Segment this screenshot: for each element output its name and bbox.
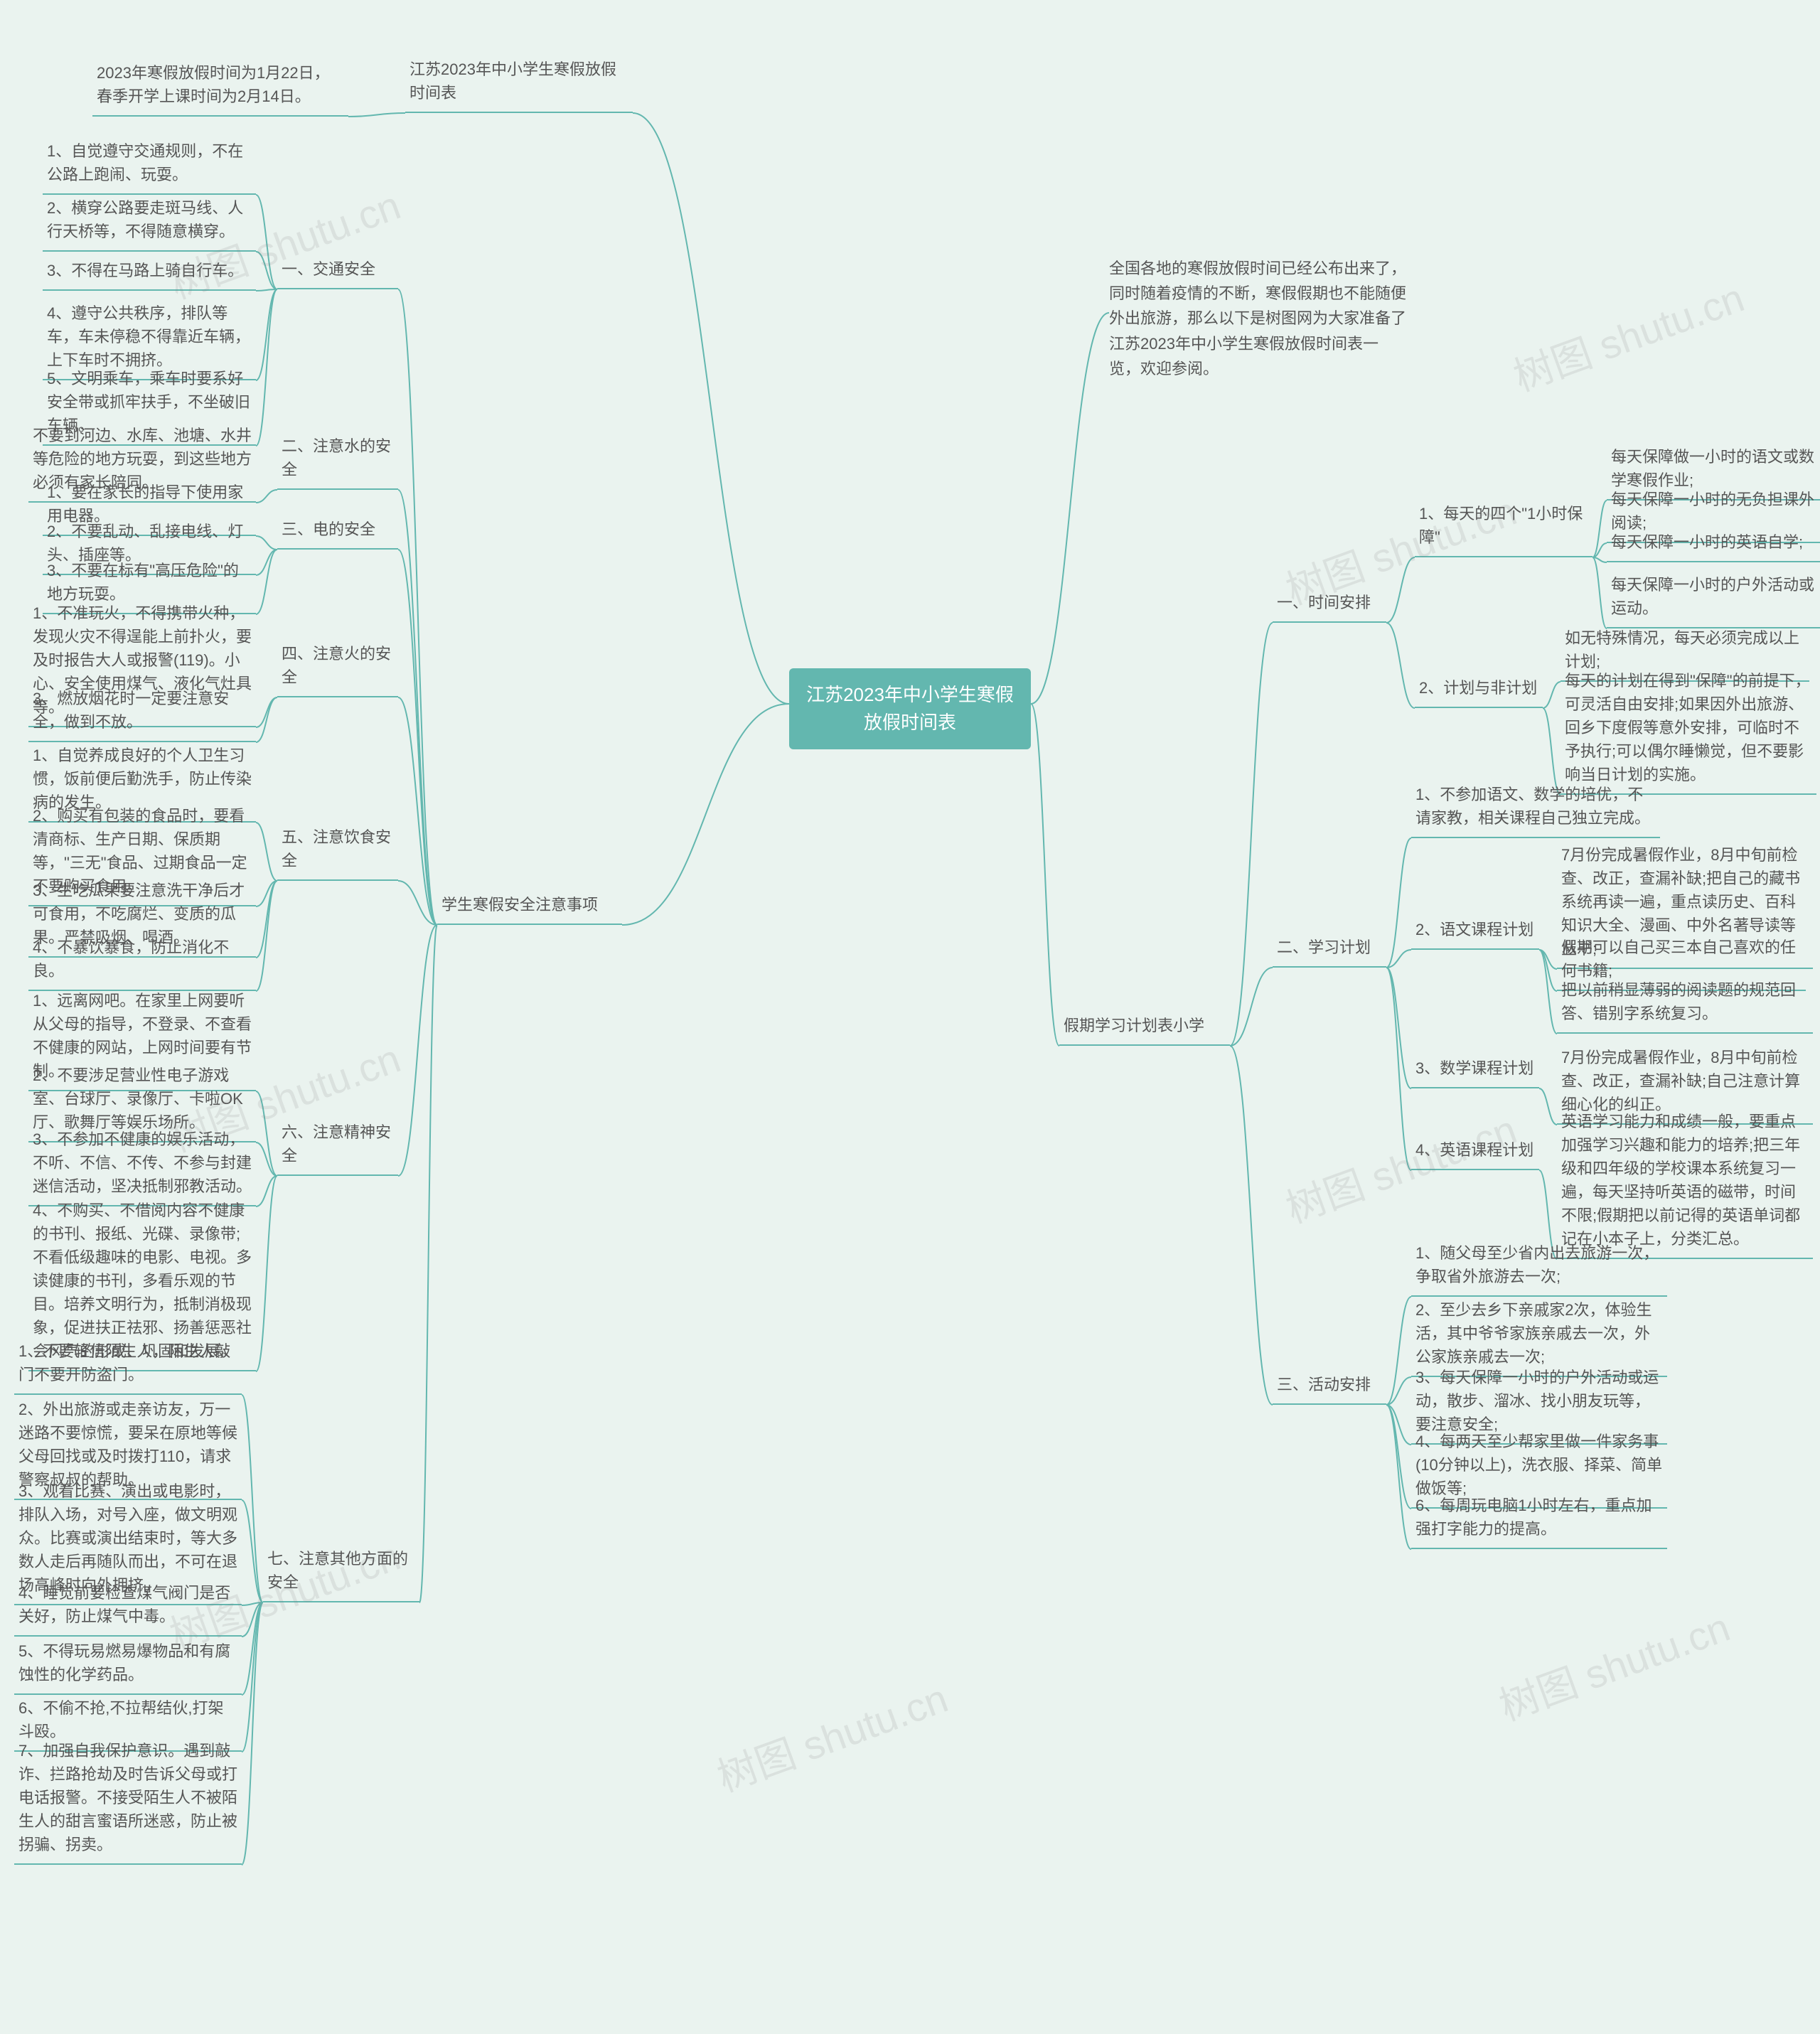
l2-child-6-leaf-4: 5、不得玩易燃易爆物品和有腐蚀性的化学药品。 [14,1635,242,1695]
r1-child-1: 二、学习计划 [1273,931,1386,968]
r1-0-1-leaf-1: 每天的计划在得到"保障"的前提下，可灵活自由安排;如果因外出旅游、回乡下度假等意… [1561,665,1816,795]
watermark-7: 树图 shutu.cn [708,1666,955,1803]
r1-child-0-sub-0: 1、每天的四个"1小时保障" [1415,498,1592,557]
r1-0-0-leaf-2: 每天保障一小时的英语自学; [1607,526,1820,562]
watermark-2: 树图 shutu.cn [1504,266,1751,402]
r1-1-1-leaf-2: 把以前稍显薄弱的阅读题的规范回答、错别字系统复习。 [1557,974,1813,1034]
r1-child-2: 三、活动安排 [1273,1369,1386,1405]
l2-child-0-leaf-1: 2、横穿公路要走斑马线、人行天桥等，不得随意横穿。 [43,192,256,252]
center-node: 江苏2023年中小学生寒假放假时间表 [789,668,1031,749]
l2-child-4-leaf-3: 4、不暴饮暴食，防止消化不良。 [28,931,256,991]
left-branch-1-leaf: 2023年寒假放假时间为1月22日，春季开学上课时间为2月14日。 [92,57,348,117]
l2-child-3: 四、注意火的安全 [277,638,398,697]
l2-child-0-leaf-2: 3、不得在马路上骑自行车。 [43,255,256,291]
l2-child-6-leaf-3: 4、睡觉前要检查煤气阀门是否关好，防止煤气中毒。 [14,1577,242,1637]
r1-child-1-sub-3: 4、英语课程计划 [1411,1134,1539,1170]
l2-child-6-leaf-6: 7、加强自我保护意识。遇到敲诈、拦路抢劫及时告诉父母或打电话报警。不接受陌生人不… [14,1735,242,1865]
r1-1-3-leaf-0: 英语学习能力和成绩一般，要重点加强学习兴趣和能力的培养;把三年级和四年级的学校课… [1557,1106,1813,1259]
l2-child-6: 七、注意其他方面的安全 [263,1543,419,1602]
intro-text: 全国各地的寒假放假时间已经公布出来了，同时随着疫情的不断，寒假假期也不能随便外出… [1109,256,1408,381]
r1-child-0: 一、时间安排 [1273,587,1386,623]
r1-child-1-sub-0: 1、不参加语文、数学的培优，不请家教，相关课程自己独立完成。 [1411,778,1660,838]
l2-child-6-leaf-0: 1、不要轻信陌生人，陌生人敲门不要开防盗门。 [14,1335,242,1395]
left-branch-2-title: 学生寒假安全注意事项 [437,889,622,925]
r1-0-0-leaf-3: 每天保障一小时的户外活动或运动。 [1607,569,1820,628]
l2-child-2: 三、电的安全 [277,513,398,550]
r1-child-2-leaf-4: 6、每周玩电脑1小时左右，重点加强打字能力的提高。 [1411,1489,1667,1549]
l2-child-0-leaf-0: 1、自觉遵守交通规则，不在公路上跑闹、玩耍。 [43,135,256,195]
l2-child-3-leaf-1: 3、燃放烟花时一定要注意安全，做到不放。 [28,683,256,742]
watermark-5: 树图 shutu.cn [1490,1595,1737,1732]
right-branch-1-title: 假期学习计划表小学 [1059,1010,1230,1046]
l2-child-0: 一、交通安全 [277,253,398,289]
l2-child-5: 六、注意精神安全 [277,1116,398,1176]
r1-child-1-sub-2: 3、数学课程计划 [1411,1052,1539,1088]
r1-child-1-sub-1: 2、语文课程计划 [1411,914,1539,950]
r1-child-0-sub-1: 2、计划与非计划 [1415,672,1543,708]
l2-child-1: 二、注意水的安全 [277,430,398,490]
left-branch-1-title: 江苏2023年中小学生寒假放假时间表 [405,53,633,113]
l2-child-4: 五、注意饮食安全 [277,821,398,881]
r1-child-2-leaf-0: 1、随父母至少省内出去旅游一次，争取省外旅游去一次; [1411,1237,1667,1297]
